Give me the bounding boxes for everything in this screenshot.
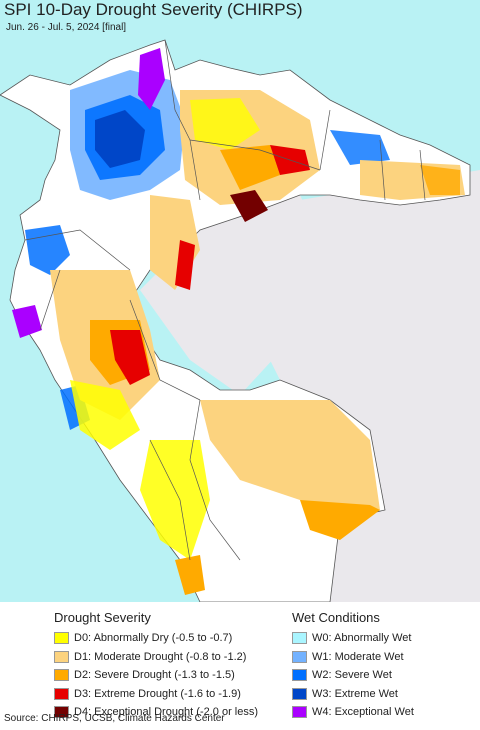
country-borders	[24, 39, 426, 561]
drought-patch-venezuela-d4	[230, 190, 268, 222]
legend-label-d2: D2: Severe Drought (-1.3 to -1.5)	[74, 669, 235, 682]
legend-label-w4: W4: Exceptional Wet	[312, 706, 414, 719]
wet-patch-guyana-w2	[330, 130, 390, 165]
legend-item-d3: D3: Extreme Drought (-1.6 to -1.9)	[54, 685, 258, 704]
legend-swatch-w0	[292, 632, 307, 645]
legend-swatch-d1	[54, 650, 69, 663]
drought-patch-guianas-d2	[420, 165, 460, 195]
wet-patch-ecuador-w4	[12, 305, 42, 338]
source-credit: Source: CHIRPS, UCSB, Climate Hazards Ce…	[4, 713, 225, 724]
drought-map	[0, 0, 480, 602]
legend-label-w1: W1: Moderate Wet	[312, 650, 404, 663]
legend-swatch-w4	[292, 706, 307, 719]
wet-patch-colombia-w3	[95, 110, 145, 168]
drought-legend: Drought Severity D0: Abnormally Dry (-0.…	[54, 610, 258, 722]
map-subtitle: Jun. 26 - Jul. 5, 2024 [final]	[6, 22, 127, 33]
legend-swatch-w3	[292, 687, 307, 700]
drought-patch-venezuela-d2	[220, 145, 280, 190]
drought-patch-colombia-east-d3	[175, 240, 195, 290]
legend-label-d0: D0: Abnormally Dry (-0.5 to -0.7)	[74, 632, 233, 645]
legend-label-w0: W0: Abnormally Wet	[312, 632, 412, 645]
legend-label-w3: W3: Extreme Wet	[312, 687, 398, 700]
map-title: SPI 10-Day Drought Severity (CHIRPS)	[4, 0, 303, 19]
legend-swatch-d3	[54, 687, 69, 700]
legend-label-d1: D1: Moderate Drought (-0.8 to -1.2)	[74, 650, 247, 663]
legend-item-w0: W0: Abnormally Wet	[292, 629, 414, 648]
legend-item-d0: D0: Abnormally Dry (-0.5 to -0.7)	[54, 629, 258, 648]
legend-item-d1: D1: Moderate Drought (-0.8 to -1.2)	[54, 648, 258, 667]
legend-label-w2: W2: Severe Wet	[312, 669, 392, 682]
drought-patch-bolivia-south-d0	[140, 440, 210, 560]
drought-patch-peru-d0	[70, 380, 140, 450]
legend-swatch-d4	[54, 706, 69, 719]
drought-patch-bolivia-d2	[300, 500, 380, 540]
drought-patch-chile-d2	[175, 555, 205, 595]
legend-item-d4: D4: Exceptional Drought (-2.0 or less)	[54, 703, 258, 722]
legend-swatch-w1	[292, 650, 307, 663]
legend-item-w1: W1: Moderate Wet	[292, 648, 414, 667]
legend-label-d4: D4: Exceptional Drought (-2.0 or less)	[74, 706, 259, 719]
wet-patch-venezuela-w4	[138, 48, 165, 110]
legend-swatch-d0	[54, 632, 69, 645]
wet-legend: Wet Conditions W0: Abnormally Wet W1: Mo…	[292, 610, 414, 722]
legend-label-d3: D3: Extreme Drought (-1.6 to -1.9)	[74, 687, 241, 700]
drought-patch-peru-d3	[110, 330, 150, 385]
drought-patch-venezuela-d0	[190, 98, 260, 150]
drought-patch-bolivia-d1	[200, 400, 380, 520]
legend-item-w2: W2: Severe Wet	[292, 666, 414, 685]
legend-swatch-w2	[292, 669, 307, 682]
legend-item-w3: W3: Extreme Wet	[292, 685, 414, 704]
wet-legend-title: Wet Conditions	[292, 610, 380, 625]
legend-item-w4: W4: Exceptional Wet	[292, 703, 414, 722]
wet-patch-ecuador-w2	[25, 225, 70, 275]
drought-legend-title: Drought Severity	[54, 610, 151, 625]
legend-item-d2: D2: Severe Drought (-1.3 to -1.5)	[54, 666, 258, 685]
legend-swatch-d2	[54, 669, 69, 682]
